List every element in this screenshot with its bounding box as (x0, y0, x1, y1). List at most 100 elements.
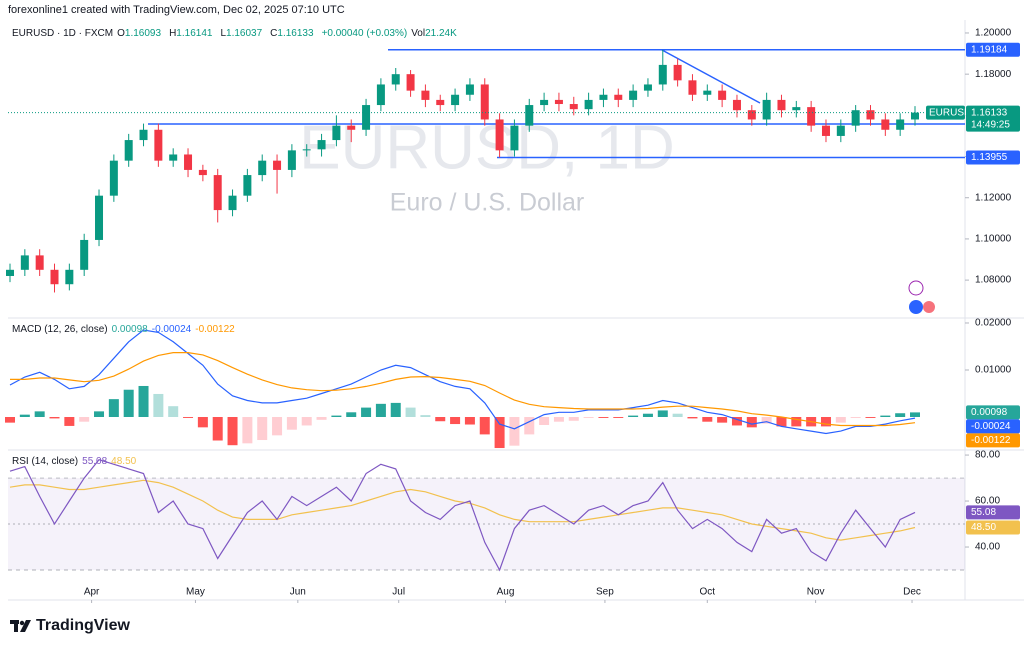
indicator-axis-label-box (966, 405, 1020, 420)
candle-body (643, 84, 652, 91)
candle-body (688, 80, 697, 95)
candle-body (228, 195, 237, 211)
y-tick-label: 1.20000 (975, 28, 1012, 39)
candle-body (703, 90, 712, 95)
histogram-bar (835, 417, 846, 423)
candle-body (911, 112, 919, 120)
candle-body (495, 119, 504, 151)
flag-icon (909, 300, 923, 314)
candle-body (287, 150, 296, 170)
histogram-bar (642, 413, 653, 417)
histogram-bar (301, 417, 312, 426)
indicator-axis-label-box (966, 419, 1020, 434)
ohlc-label: H (169, 28, 177, 39)
indicator-value: -0.00122 (195, 324, 235, 335)
watermark-subtitle: Euro / U.S. Dollar (390, 189, 585, 217)
candle-body (317, 140, 326, 150)
candle-body (95, 195, 104, 240)
histogram-bar (850, 417, 861, 418)
countdown: 14:49:25 (971, 119, 1010, 130)
candle-body (569, 104, 578, 110)
y-tick-label: 1.10000 (975, 234, 1012, 245)
candle-body (718, 90, 727, 100)
histogram-bar (242, 417, 253, 444)
ohlc-label: O (117, 28, 125, 39)
indicator-axis-label: 55.08 (971, 507, 996, 518)
histogram-bar (286, 417, 297, 430)
indicator-axis-label: 48.50 (971, 522, 996, 533)
x-tick-label: Dec (903, 587, 921, 598)
histogram-bar (197, 417, 208, 428)
y-tick-label: 1.18000 (975, 69, 1012, 80)
macd-legend: MACD (12, 26, close) 0.00098 -0.00024 -0.00… (12, 324, 239, 335)
histogram-bar (168, 406, 179, 417)
candle-body (480, 84, 489, 120)
x-tick-label: Aug (497, 587, 515, 598)
candle-body (807, 107, 816, 126)
candle-body (540, 99, 549, 106)
histogram-bar (331, 415, 342, 417)
indicator-axis-label: -0.00122 (971, 435, 1011, 446)
histogram-bar (346, 412, 357, 417)
candle-body (80, 239, 89, 270)
histogram-bar (375, 403, 386, 417)
candle-body (20, 255, 29, 270)
ohlc-value: 1.16093 (124, 28, 162, 39)
credit: forexonline1 created with TradingView.co… (8, 4, 345, 16)
histogram-bar (108, 399, 119, 417)
histogram-bar (568, 417, 579, 421)
ohlc-value: 1.16037 (226, 28, 263, 39)
histogram-bar (183, 417, 194, 418)
histogram-bar (657, 410, 668, 417)
candle-body (792, 107, 801, 111)
histogram-bar (49, 417, 60, 419)
histogram-bar (79, 417, 90, 422)
candle-body (614, 94, 623, 100)
histogram-bar (316, 417, 327, 420)
indicator-title: RSI (14, close) (12, 456, 79, 467)
indicator-axis-label: 0.00098 (971, 407, 1008, 418)
histogram-bar (464, 417, 475, 425)
candle-body (896, 119, 905, 130)
histogram-bar (405, 407, 416, 417)
histogram-bar (524, 417, 535, 435)
ohlc-value: 1.16133 (277, 28, 314, 39)
x-tick-label: Apr (84, 587, 100, 598)
indicator-axis-label-box (966, 505, 1020, 520)
y-tick-label: 1.08000 (975, 275, 1012, 286)
candle-body (347, 125, 356, 130)
volume-value: 21.24K (425, 28, 457, 39)
candle-body (243, 175, 252, 196)
candle-body (273, 160, 282, 170)
symbol-tag-box (926, 105, 965, 120)
histogram-bar (34, 411, 45, 417)
candle-body (658, 64, 667, 85)
histogram-bar (227, 417, 238, 446)
candle-body (302, 149, 311, 151)
histogram-bar (123, 389, 134, 417)
histogram-bar (153, 393, 164, 417)
candle-body (836, 125, 845, 136)
rsi-legend: RSI (14, close) 55.08 48.50 (12, 456, 140, 467)
candle-body (554, 99, 563, 105)
histogram-bar (598, 417, 609, 418)
histogram-bar (687, 417, 698, 419)
y-tick-label: 1.12000 (975, 192, 1012, 203)
histogram-bar (257, 417, 268, 441)
histogram-bar (435, 417, 446, 422)
x-tick-label: Sep (596, 587, 614, 598)
histogram-bar (761, 417, 772, 424)
candle-body (821, 125, 830, 136)
y-tick-label: 0.02000 (975, 318, 1012, 329)
candle-body (258, 160, 267, 176)
candle-body (50, 269, 59, 285)
candle-body (169, 154, 178, 161)
candle-body (154, 129, 163, 161)
level-label-box (966, 42, 1020, 57)
level-label-box (966, 150, 1020, 165)
candle-body (465, 84, 474, 95)
candle-body (777, 99, 786, 111)
histogram-bar (672, 413, 683, 417)
ohlc-item: O1.16093 (117, 28, 165, 39)
